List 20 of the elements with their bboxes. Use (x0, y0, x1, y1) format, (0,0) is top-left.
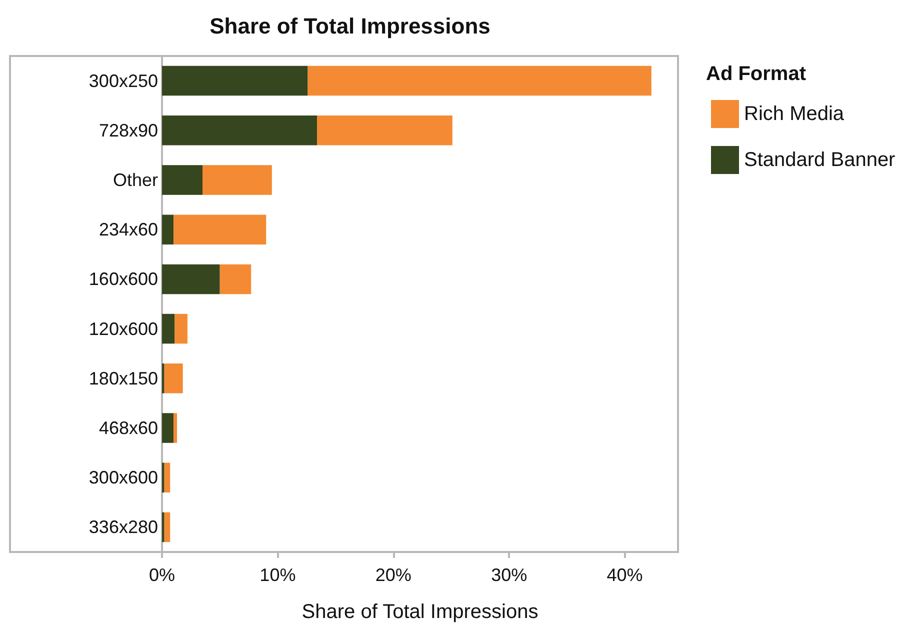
y-tick-label: 336x280 (88, 517, 158, 538)
y-tick-label: 300x250 (88, 70, 158, 91)
y-tick-label: 120x600 (88, 318, 158, 339)
chart-title: Share of Total Impressions (210, 14, 490, 38)
x-tick-label: 40% (606, 565, 643, 585)
x-tick-label: 30% (491, 565, 528, 585)
y-tick-label: 234x60 (98, 220, 158, 240)
y-tick-label: Other (112, 170, 158, 190)
legend-label: Rich Media (744, 103, 845, 125)
legend-label: Standard Banner (744, 149, 896, 171)
y-tick-label: 728x90 (98, 120, 158, 140)
x-axis-title: Share of Total Impressions (302, 601, 538, 623)
y-tick-label: 300x600 (88, 468, 158, 488)
y-tick-label: 160x600 (88, 269, 158, 290)
y-tick-label: 468x60 (98, 418, 158, 438)
y-tick-label: 180x150 (88, 368, 158, 388)
x-tick-label: 20% (375, 565, 412, 585)
x-tick-label: 10% (260, 565, 296, 585)
legend-title: Ad Format (706, 63, 806, 85)
x-tick-label: 0% (148, 565, 176, 585)
